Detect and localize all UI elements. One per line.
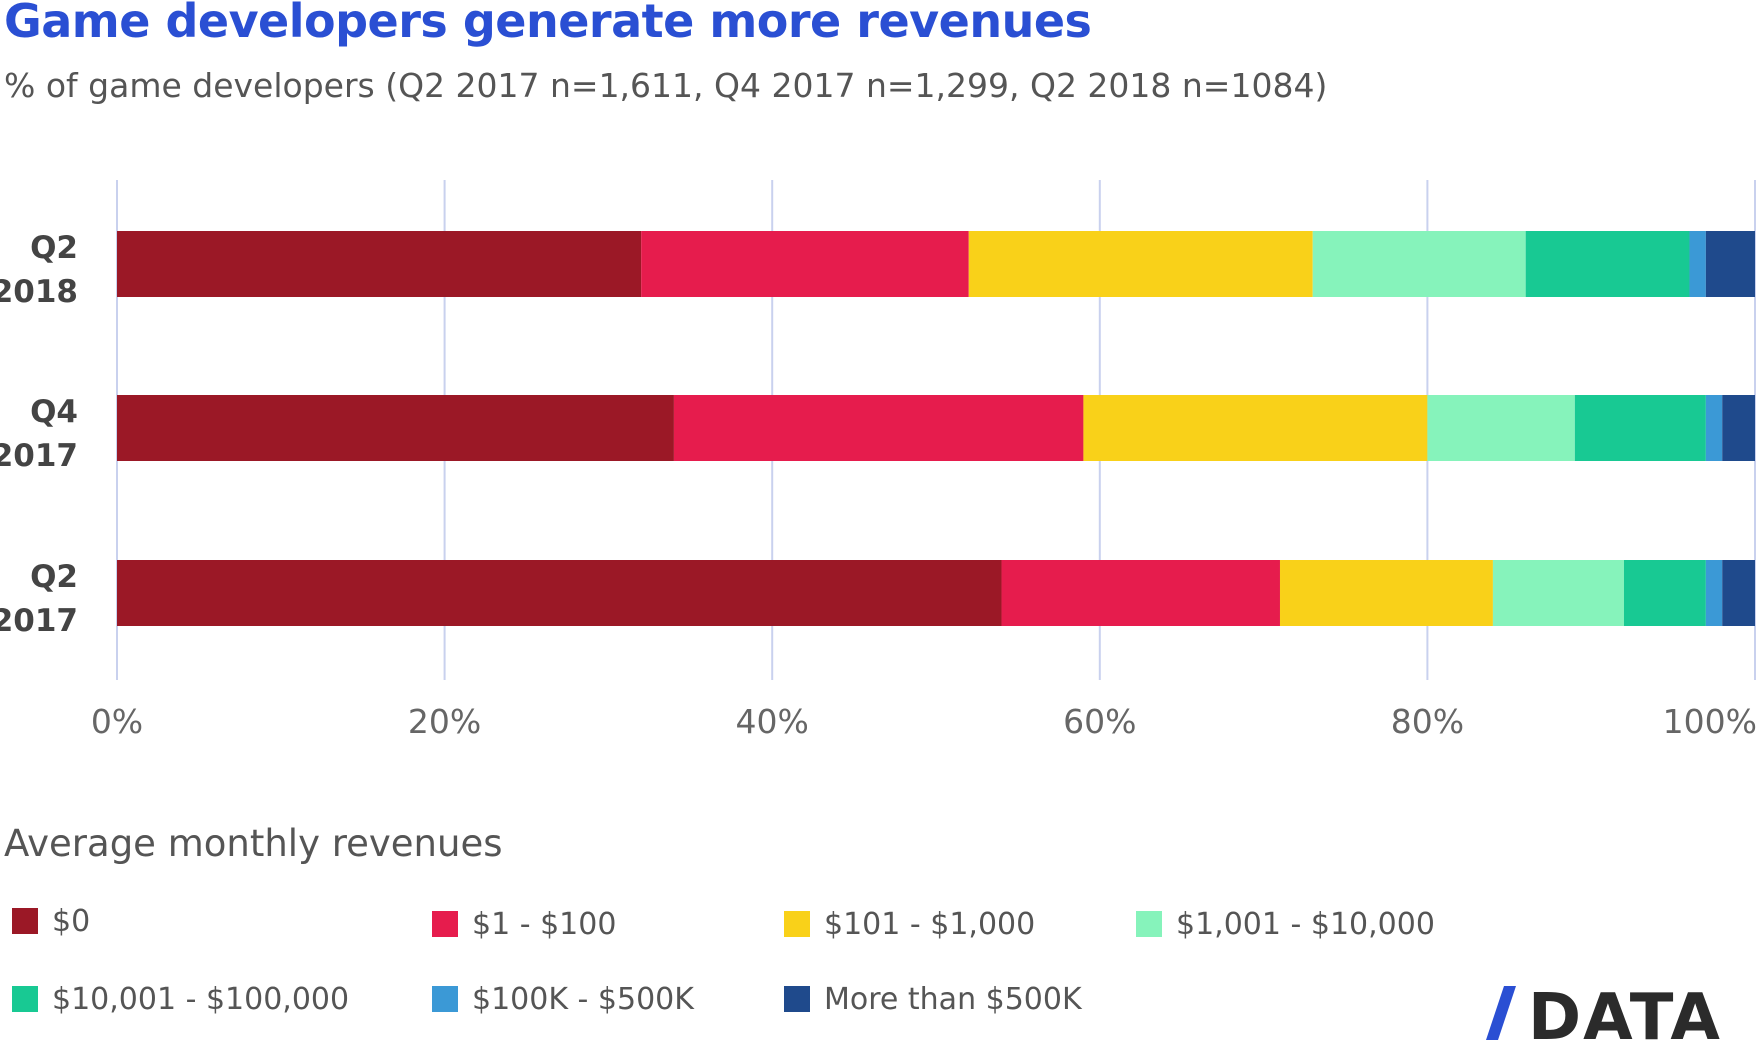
legend-item-4: $10,001 - $100,000 [12,981,349,1017]
legend-swatch-6 [784,986,810,1012]
legend-swatch-5 [432,986,458,1012]
stacked-bar-chart: Q2 2018 Q4 2017 Q2 2017 0% 20% 40% 60% 80% 100% [0,180,1757,741]
bar-segment-0-4 [1525,231,1690,297]
bar-segment-1-3 [1427,395,1575,461]
legend-label-5: $100K - $500K [472,981,694,1017]
legend-swatch-3 [1136,911,1162,937]
legend-title: Average monthly revenues [4,822,503,865]
legend-label-3: $1,001 - $10,000 [1176,906,1435,942]
x-tick-label-1: 20% [408,702,481,741]
legend-label-1: $1 - $100 [472,906,617,942]
bar-segment-2-2 [1279,560,1493,626]
legend-item-5: $100K - $500K [432,981,694,1017]
legend-label-0: $0 [52,903,91,939]
x-tick-label-2: 40% [736,702,809,741]
bar-segment-2-5 [1705,560,1723,626]
bar-segment-0-0 [117,231,642,297]
legend-label-6: More than $500K [824,981,1082,1017]
legend-item-1: $1 - $100 [432,906,616,942]
legend-label-4: $10,001 - $100,000 [52,981,350,1017]
legend-swatch-2 [784,911,810,937]
category-label-2-1: 2017 [0,603,78,639]
legend-swatch-0 [12,908,38,934]
legend-item-2: $101 - $1,000 [784,906,1035,942]
logo-text: DATA [1528,982,1722,1046]
x-tick-label-4: 80% [1391,702,1464,741]
bar-segment-2-4 [1623,560,1706,626]
legend-item-0: $0 [12,903,90,939]
chart-subtitle: % of game developers (Q2 2017 n=1,611, Q… [4,66,1328,105]
x-tick-label-0: 0% [91,702,143,741]
legend-swatch-1 [432,911,458,937]
logo-slash-icon [1486,986,1516,1040]
bar-segment-2-0 [117,560,1002,626]
data-logo: DATA [1486,982,1722,1046]
bar-segment-0-2 [968,231,1313,297]
bar-segment-0-1 [641,231,969,297]
legend-swatch-4 [12,986,38,1012]
category-label-0-0: Q2 [30,230,78,266]
category-label-2-0: Q2 [30,559,78,595]
bar-segment-1-6 [1722,395,1755,461]
bar-segment-2-1 [1001,560,1280,626]
bar-segment-1-2 [1083,395,1428,461]
bar-segment-1-4 [1574,395,1706,461]
x-tick-label-3: 60% [1063,702,1136,741]
bar-segment-0-5 [1689,231,1706,297]
bar-segment-0-6 [1705,231,1755,297]
x-tick-label-5: 100% [1663,702,1757,741]
legend-item-6: More than $500K [784,981,1082,1017]
category-label-1-1: 2017 [0,438,78,474]
chart-title: Game developers generate more revenues [4,0,1092,48]
category-label-1-0: Q4 [30,394,78,430]
legend-item-3: $1,001 - $10,000 [1136,906,1435,942]
bar-segment-2-3 [1492,560,1624,626]
bar-segment-0-3 [1312,231,1526,297]
category-label-0-1: 2018 [0,274,78,310]
bar-segment-1-1 [673,395,1084,461]
bar-segment-1-0 [117,395,674,461]
bar-segment-1-5 [1705,395,1723,461]
legend-label-2: $101 - $1,000 [824,906,1036,942]
bar-segment-2-6 [1722,560,1755,626]
